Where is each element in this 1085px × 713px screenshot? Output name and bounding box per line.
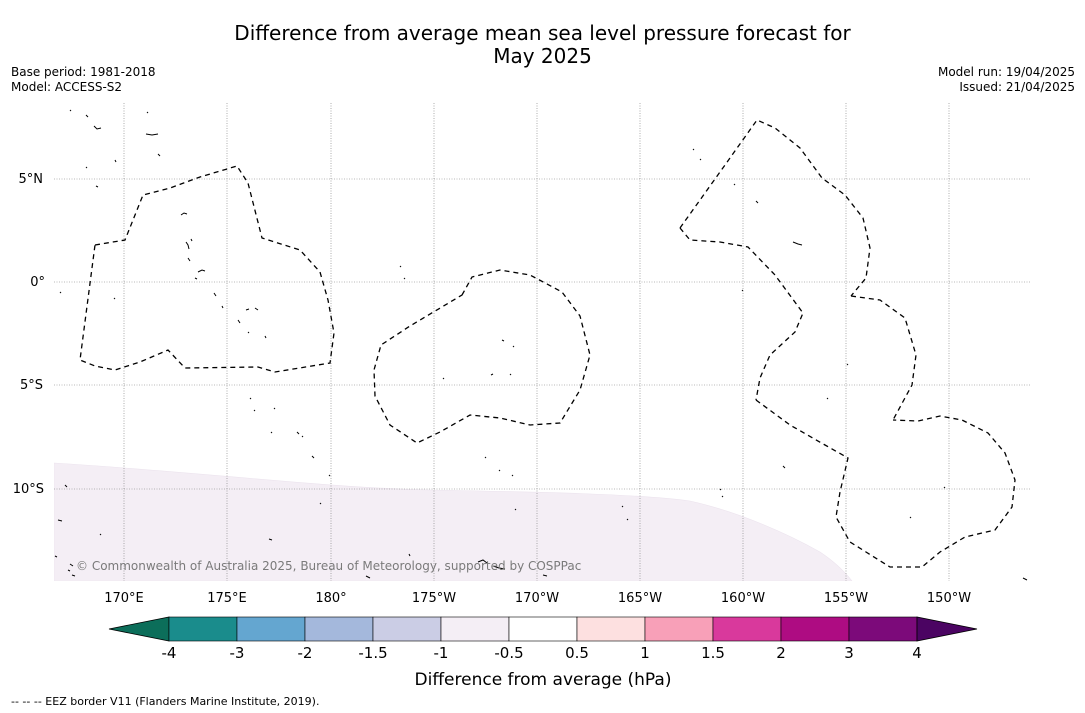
model-run-text: Model run: 19/04/2025 bbox=[937, 65, 1075, 79]
colorbar: -4 -3 -2 -1.5 -1 -0.5 0.5 1 1.5 2 3 4 Difference fr… bbox=[108, 616, 978, 690]
colorbar-title: Difference from average (hPa) bbox=[415, 670, 672, 690]
islands bbox=[54, 109, 1028, 581]
lon-label-165w: 165°W bbox=[618, 591, 662, 606]
eez-kiribati-line-east bbox=[850, 295, 917, 421]
eez-line-diagonal bbox=[755, 399, 1016, 568]
lon-label-170e: 170°E bbox=[104, 591, 144, 606]
colorbar-tick-label: -0.5 bbox=[494, 644, 523, 662]
lat-label-10s: 10°S bbox=[13, 482, 44, 497]
colorbar-segment bbox=[576, 616, 646, 642]
colorbar-segment bbox=[780, 616, 850, 642]
anomaly-shading bbox=[54, 462, 853, 581]
lat-label-0: 0° bbox=[30, 275, 45, 290]
colorbar-tick-label: -1.5 bbox=[358, 644, 387, 662]
lon-label-150w: 150°W bbox=[927, 591, 971, 606]
map-area: © Commonwealth of Australia 2025, Bureau… bbox=[54, 103, 1031, 581]
latitude-labels: 5°N 0° 5°S 10°S bbox=[13, 172, 45, 497]
lon-label-175w: 175°W bbox=[412, 591, 456, 606]
colorbar-tick-label: 4 bbox=[912, 644, 922, 662]
title-line-2: May 2025 bbox=[493, 44, 592, 68]
colorbar-segment bbox=[168, 616, 238, 642]
colorbar-segment bbox=[712, 616, 782, 642]
base-info: Base period: 1981-2018 Model: ACCESS-S2 bbox=[11, 65, 156, 95]
colorbar-segments bbox=[168, 616, 918, 642]
lon-label-155w: 155°W bbox=[824, 591, 868, 606]
lon-label-175e: 175°E bbox=[207, 591, 247, 606]
colorbar-tick-label: -4 bbox=[162, 644, 177, 662]
colorbar-segment bbox=[372, 616, 442, 642]
colorbar-segment bbox=[644, 616, 714, 642]
copyright-text: © Commonwealth of Australia 2025, Bureau… bbox=[76, 559, 581, 573]
colorbar-segment bbox=[508, 616, 578, 642]
colorbar-tick-label: 2 bbox=[776, 644, 786, 662]
lon-label-180: 180° bbox=[315, 591, 346, 606]
title-line-1: Difference from average mean sea level p… bbox=[234, 21, 851, 45]
lat-label-5n: 5°N bbox=[19, 172, 44, 187]
colorbar-tick-label: 1.5 bbox=[701, 644, 725, 662]
colorbar-tick-label: 1 bbox=[640, 644, 650, 662]
colorbar-tick-label: -1 bbox=[434, 644, 449, 662]
eez-legend-text: -- -- -- EEZ border V11 (Flanders Marine… bbox=[11, 695, 320, 708]
model-text: Model: ACCESS-S2 bbox=[11, 80, 123, 94]
longitude-labels: 170°E 175°E 180° 175°W 170°W 165°W 160°W… bbox=[104, 591, 971, 606]
lon-label-170w: 170°W bbox=[515, 591, 559, 606]
colorbar-segment bbox=[304, 616, 374, 642]
chart-title: Difference from average mean sea level p… bbox=[0, 22, 1085, 68]
eez-kiribati-gilberts bbox=[79, 165, 335, 373]
colorbar-segment bbox=[440, 616, 510, 642]
eez-kiribati-phoenix bbox=[373, 269, 591, 444]
lon-label-160w: 160°W bbox=[721, 591, 765, 606]
base-period-text: Base period: 1981-2018 bbox=[11, 65, 156, 79]
colorbar-under-arrow bbox=[108, 616, 170, 642]
run-info: Model run: 19/04/2025 Issued: 21/04/2025 bbox=[938, 65, 1075, 95]
colorbar-tick-label: 0.5 bbox=[565, 644, 589, 662]
eez-kiribati-line-west bbox=[679, 227, 804, 401]
colorbar-segment bbox=[848, 616, 918, 642]
colorbar-tick-label: -2 bbox=[298, 644, 313, 662]
colorbar-segment bbox=[236, 616, 306, 642]
colorbar-tick-label: 3 bbox=[844, 644, 854, 662]
eez-borders bbox=[79, 119, 1016, 568]
colorbar-tick-label: -3 bbox=[230, 644, 245, 662]
colorbar-over-arrow bbox=[916, 616, 978, 642]
colorbar-tick-labels: -4 -3 -2 -1.5 -1 -0.5 0.5 1 1.5 2 3 4 bbox=[162, 644, 922, 662]
eez-kiribati-line-north bbox=[679, 119, 871, 297]
issued-text: Issued: 21/04/2025 bbox=[959, 80, 1075, 94]
lat-label-5s: 5°S bbox=[20, 378, 43, 393]
